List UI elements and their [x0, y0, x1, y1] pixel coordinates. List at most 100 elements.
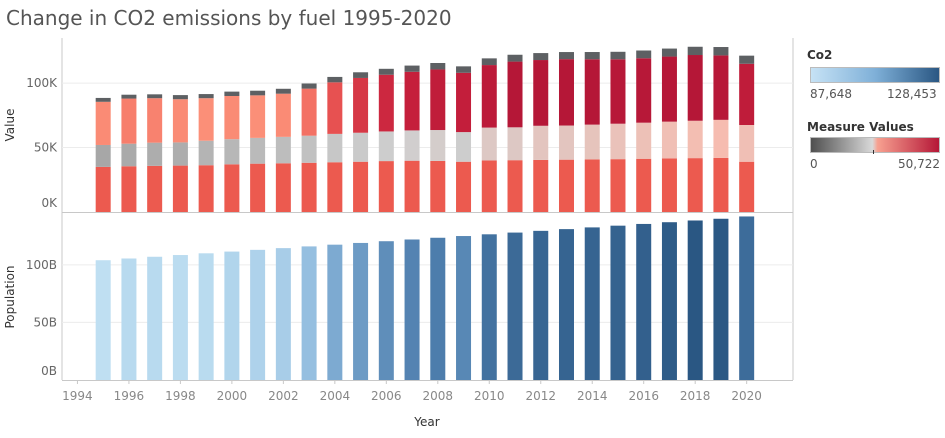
stacked-bar-segment-1996-s3 [121, 94, 137, 99]
x-tick-label: 1998 [165, 389, 196, 403]
stacked-bar-segment-1998-s1 [172, 142, 188, 166]
stacked-bar-segment-2002-s2 [275, 93, 291, 137]
x-tick-label: 1996 [114, 389, 145, 403]
x-axis-title: Year [413, 415, 439, 429]
stacked-bar-segment-2007-s0 [404, 160, 420, 212]
population-bar-2000 [224, 251, 240, 380]
stacked-bar-segment-2019-s1 [713, 119, 729, 158]
stacked-bar-segment-1995-s1 [95, 144, 111, 167]
stacked-bar-segment-2000-s2 [224, 96, 240, 140]
population-bar-1999 [198, 253, 214, 380]
stacked-bar-segment-2001-s2 [250, 95, 266, 138]
stacked-bar-segment-2008-s0 [430, 160, 446, 212]
stacked-bar-segment-2014-s3 [584, 52, 600, 60]
stacked-bar-segment-2002-s0 [275, 163, 291, 212]
population-bar-1996 [121, 258, 137, 380]
stacked-bar-segment-2015-s3 [610, 51, 626, 60]
stacked-bar-segment-2001-s0 [250, 163, 266, 212]
population-bar-2017 [661, 222, 677, 380]
top-ytick-label: 0K [41, 196, 58, 210]
stacked-bar-segment-2008-s3 [430, 63, 446, 70]
stacked-bar-segment-1996-s0 [121, 166, 137, 212]
stacked-bar-segment-2015-s1 [610, 123, 626, 160]
population-bar-2005 [353, 242, 369, 380]
stacked-bar-segment-2013-s1 [558, 125, 574, 160]
stacked-bar-segment-2020-s2 [739, 63, 755, 125]
stacked-bar-segment-2004-s1 [327, 133, 343, 163]
stacked-bar-segment-2020-s3 [739, 55, 755, 64]
stacked-bar-segment-2009-s3 [456, 66, 472, 73]
co2-legend-max: 128,453 [887, 87, 937, 101]
stacked-bar-segment-2013-s0 [558, 159, 574, 212]
stacked-bar-segment-2003-s3 [301, 83, 317, 89]
x-tick-label: 2016 [628, 389, 659, 403]
population-bar-2009 [456, 236, 472, 380]
stacked-bar-segment-2016-s1 [636, 122, 652, 159]
stacked-bar-segment-2007-s1 [404, 130, 420, 161]
x-tick-label: 2012 [525, 389, 556, 403]
stacked-bar-segment-1997-s3 [147, 94, 163, 99]
population-bar-1995 [95, 260, 111, 380]
stacked-bar-segment-1997-s1 [147, 142, 163, 166]
stacked-bar-segment-2003-s0 [301, 162, 317, 212]
stacked-bar-segment-2005-s3 [353, 72, 369, 78]
stacked-bar-segment-2017-s0 [661, 158, 677, 212]
measure-color-ramp [810, 137, 940, 153]
stacked-bar-segment-2012-s1 [533, 125, 549, 160]
stacked-bar-segment-2014-s2 [584, 59, 600, 125]
stacked-bar-segment-2016-s3 [636, 50, 652, 59]
x-tick-label: 2014 [577, 389, 608, 403]
stacked-bar-segment-1997-s2 [147, 98, 163, 143]
stacked-bar-segment-1995-s2 [95, 101, 111, 145]
population-bar-2012 [533, 230, 549, 380]
stacked-bar-segment-2010-s1 [481, 127, 497, 161]
stacked-bar-segment-2017-s1 [661, 121, 677, 159]
population-bar-2002 [275, 248, 291, 380]
stacked-bar-segment-1999-s2 [198, 98, 214, 141]
stacked-bar-segment-2004-s3 [327, 76, 343, 83]
stacked-bar-segment-2006-s0 [378, 161, 394, 212]
x-tick-label: 2018 [680, 389, 711, 403]
stacked-bar-segment-2007-s3 [404, 65, 420, 72]
stacked-bar-segment-1995-s0 [95, 166, 111, 212]
stacked-bar-segment-2006-s2 [378, 74, 394, 132]
stacked-bar-segment-2005-s1 [353, 132, 369, 162]
x-tick-label: 2000 [217, 389, 248, 403]
stacked-bar-segment-2017-s2 [661, 56, 677, 122]
bottom-ylabel: Population [3, 265, 17, 328]
population-bar-2014 [584, 227, 600, 380]
stacked-bar-segment-1997-s0 [147, 165, 163, 212]
stacked-bar-segment-2005-s0 [353, 161, 369, 212]
stacked-bar-segment-2011-s3 [507, 54, 523, 62]
stacked-bar-segment-2001-s3 [250, 90, 266, 96]
stacked-bar-segment-2000-s3 [224, 91, 240, 96]
stacked-bar-segment-2009-s0 [456, 161, 472, 212]
stacked-bar-segment-2019-s3 [713, 47, 729, 56]
stacked-bar-segment-2018-s3 [687, 46, 703, 56]
x-tick-label: 2010 [474, 389, 505, 403]
stacked-bar-segment-1996-s2 [121, 98, 137, 144]
population-bar-2019 [713, 218, 729, 380]
stacked-bar-segment-2019-s0 [713, 157, 729, 212]
bottom-ytick-label: 0B [41, 364, 57, 378]
stacked-bar-segment-1998-s3 [172, 95, 188, 100]
stacked-bar-segment-2003-s1 [301, 135, 317, 163]
co2-legend-title: Co2 [807, 48, 833, 62]
measure-legend-title: Measure Values [807, 120, 914, 134]
stacked-bar-segment-2012-s0 [533, 159, 549, 212]
stacked-bar-segment-2012-s3 [533, 53, 549, 61]
stacked-bar-segment-2006-s3 [378, 68, 394, 75]
stacked-bar-segment-2020-s1 [739, 125, 755, 162]
stacked-bar-segment-2012-s2 [533, 60, 549, 126]
stacked-bar-segment-2010-s0 [481, 160, 497, 212]
stacked-bar-segment-2009-s1 [456, 132, 472, 162]
stacked-bar-segment-2016-s0 [636, 158, 652, 212]
stacked-bar-segment-2000-s1 [224, 139, 240, 165]
x-tick-label: 1994 [62, 389, 93, 403]
stacked-bar-segment-2008-s2 [430, 69, 446, 131]
population-bar-2020 [739, 216, 755, 380]
stacked-bar-segment-2015-s2 [610, 59, 626, 124]
x-tick-label: 2020 [731, 389, 762, 403]
stacked-bar-segment-2005-s2 [353, 77, 369, 133]
population-bar-2018 [687, 220, 703, 380]
